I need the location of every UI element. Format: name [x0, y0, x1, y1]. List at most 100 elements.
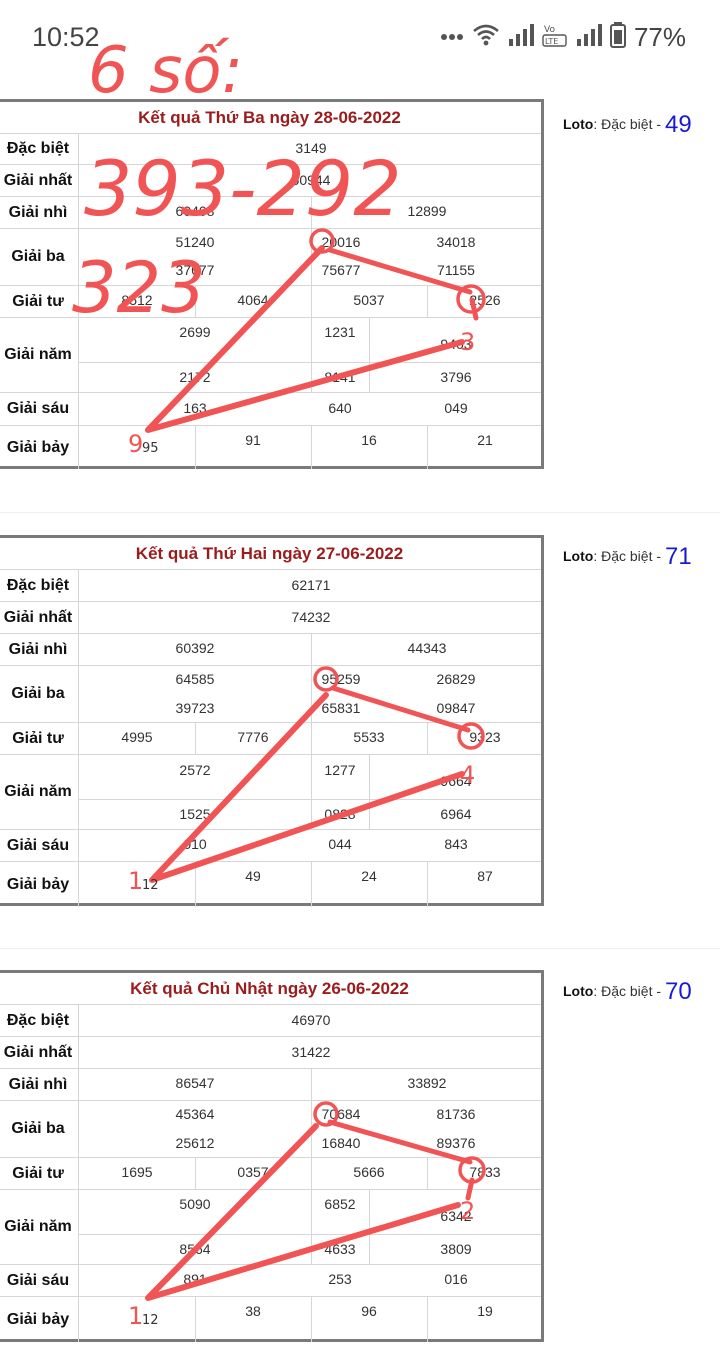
- number-cell: 39723: [175, 700, 215, 716]
- row-giai-nhi: Giải nhì 86547 33892: [0, 1069, 541, 1101]
- row-giai-nhi: Giải nhì 60408 12899: [0, 197, 541, 229]
- number-cell: 50944: [291, 172, 331, 188]
- number-cell: 3149: [295, 140, 327, 156]
- number-cell: 65831: [321, 700, 361, 716]
- battery-icon: [609, 21, 626, 53]
- number-cell: 37677: [175, 262, 215, 278]
- row-label: Giải tư: [0, 286, 79, 317]
- row-label: Đặc biệt: [0, 1005, 79, 1036]
- number-cell: 12: [129, 876, 145, 892]
- number-cell: 9403: [440, 336, 472, 352]
- number-cell: 253: [328, 1271, 352, 1287]
- table-title: Kết quả Thứ Ba ngày 28-06-2022: [0, 102, 541, 134]
- number-cell: 87: [477, 868, 493, 884]
- number-cell: 7833: [469, 1164, 501, 1180]
- loto-label: Loto: [563, 548, 594, 564]
- row-giai-bay: Giải bảy 12 49 24 87: [0, 862, 541, 907]
- number-cell: 81736: [436, 1106, 476, 1122]
- table-title: Kết quả Thứ Hai ngày 27-06-2022: [0, 538, 541, 570]
- number-cell: 45364: [175, 1106, 215, 1122]
- loto-value: 49: [665, 111, 692, 138]
- number-cell: 95: [129, 440, 145, 456]
- number-cell: 843: [444, 836, 468, 852]
- number-cell: 5533: [353, 729, 385, 745]
- number-cell: 86547: [175, 1075, 215, 1091]
- row-giai-sau: Giải sáu 010 044 843: [0, 830, 541, 862]
- loto-text: : Đặc biệt -: [593, 116, 662, 132]
- loto-value: 70: [665, 978, 692, 1005]
- number-cell: 2699: [179, 324, 211, 340]
- row-label: Giải sáu: [0, 393, 79, 425]
- svg-text:Vo: Vo: [544, 25, 555, 35]
- row-giai-ba: Giải ba 51240 20016 34018 37677 75677 71…: [0, 229, 541, 286]
- number-cell: 24: [361, 868, 377, 884]
- row-label: Giải năm: [0, 755, 79, 829]
- row-giai-nhat: Giải nhất 31422: [0, 1037, 541, 1069]
- number-cell: 60408: [175, 203, 215, 219]
- number-cell: 51240: [175, 234, 215, 250]
- row-giai-sau: Giải sáu 891 253 016: [0, 1265, 541, 1297]
- number-cell: 0828: [324, 806, 356, 822]
- row-label: Đặc biệt: [0, 134, 79, 164]
- number-cell: 1695: [121, 1164, 153, 1180]
- number-cell: 044: [328, 836, 352, 852]
- number-cell: 26829: [436, 671, 476, 687]
- number-cell: 09847: [436, 700, 476, 716]
- row-dac-biet: Đặc biệt 62171: [0, 570, 541, 602]
- number-cell: 016: [444, 1271, 468, 1287]
- row-giai-ba: Giải ba 64585 95259 26829 39723 65831 09…: [0, 666, 541, 723]
- number-cell: 64585: [175, 671, 215, 687]
- number-cell: 91: [245, 432, 261, 448]
- row-giai-nhi: Giải nhì 60392 44343: [0, 634, 541, 666]
- row-label: Giải ba: [0, 666, 79, 722]
- number-cell: 4633: [324, 1241, 356, 1257]
- number-cell: 1231: [324, 324, 356, 340]
- row-label: Giải sáu: [0, 830, 79, 861]
- number-cell: 4064: [237, 292, 269, 308]
- number-cell: 19: [477, 1303, 493, 1319]
- row-label: Đặc biệt: [0, 570, 79, 601]
- number-cell: 5666: [353, 1164, 385, 1180]
- number-cell: 44343: [407, 640, 447, 656]
- number-cell: 163: [183, 400, 207, 416]
- number-cell: 38: [245, 1303, 261, 1319]
- row-label: Giải ba: [0, 1101, 79, 1157]
- number-cell: 3809: [440, 1241, 472, 1257]
- number-cell: 34018: [436, 234, 476, 250]
- number-cell: 33892: [407, 1075, 447, 1091]
- loto-value: 71: [665, 543, 692, 570]
- table-title: Kết quả Chủ Nhật ngày 26-06-2022: [0, 973, 541, 1005]
- row-label: Giải tư: [0, 1158, 79, 1189]
- number-cell: 6342: [440, 1208, 472, 1224]
- loto-special: Loto: Đặc biệt -70: [563, 978, 692, 1006]
- number-cell: 2172: [179, 369, 211, 385]
- loto-special: Loto: Đặc biệt -49: [563, 111, 692, 139]
- row-giai-ba: Giải ba 45364 70684 81736 25612 16840 89…: [0, 1101, 541, 1158]
- row-giai-nhat: Giải nhất 74232: [0, 602, 541, 634]
- row-label: Giải nhì: [0, 634, 79, 665]
- loto-label: Loto: [563, 983, 594, 999]
- row-giai-sau: Giải sáu 163 640 049: [0, 393, 541, 426]
- result-table-3: Kết quả Chủ Nhật ngày 26-06-2022 Đặc biệ…: [0, 970, 544, 1342]
- divider: [0, 948, 720, 949]
- number-cell: 60392: [175, 640, 215, 656]
- number-cell: 6852: [324, 1196, 356, 1212]
- row-label: Giải nhất: [0, 1037, 79, 1068]
- row-label: Giải năm: [0, 318, 79, 392]
- volte-icon: Vo LTE: [542, 23, 568, 52]
- row-giai-nam: Giải năm 5090 6852 6342 8564 4633 3809: [0, 1190, 541, 1265]
- row-giai-nhat: Giải nhất 50944: [0, 165, 541, 197]
- number-cell: 1525: [179, 806, 211, 822]
- row-label: Giải nhất: [0, 602, 79, 633]
- number-cell: 96: [361, 1303, 377, 1319]
- result-table-2: Kết quả Thứ Hai ngày 27-06-2022 Đặc biệt…: [0, 535, 544, 907]
- battery-percent: 77%: [633, 21, 686, 52]
- number-cell: 16: [361, 432, 377, 448]
- row-giai-tu: Giải tư 8512 4064 5037 2526: [0, 286, 541, 318]
- status-icons: Vo LTE 77%: [440, 20, 686, 54]
- row-label: Giải bảy: [0, 862, 79, 907]
- number-cell: 20016: [321, 234, 361, 250]
- number-cell: 74232: [291, 609, 331, 625]
- number-cell: 8512: [121, 292, 153, 308]
- row-label: Giải nhất: [0, 165, 79, 196]
